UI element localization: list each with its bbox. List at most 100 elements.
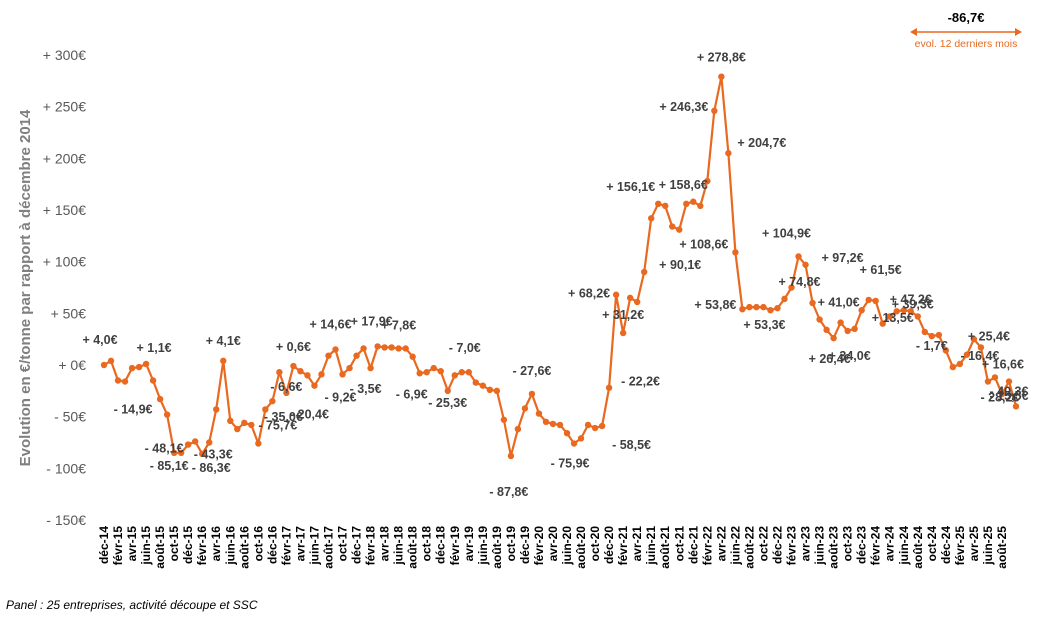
- data-point: [879, 320, 886, 327]
- data-label: - 7,0€: [449, 341, 481, 355]
- y-tick-label: + 200€: [43, 150, 86, 166]
- x-tick-label: juin-15: [139, 526, 153, 566]
- x-tick-label: août-22: [742, 526, 756, 569]
- data-point: [114, 377, 122, 384]
- x-tick-label: avr-15: [125, 526, 139, 562]
- x-tick-label: févr-22: [700, 526, 714, 566]
- x-tick-label: juin-16: [223, 526, 237, 566]
- data-point: [591, 424, 599, 432]
- data-point: [928, 332, 936, 340]
- data-label: - 43,3€: [194, 447, 233, 461]
- evolution-caption: evol. 12 derniers mois: [915, 38, 1018, 50]
- data-point: [640, 268, 648, 276]
- data-point: [423, 369, 430, 376]
- data-point: [605, 384, 613, 391]
- x-tick-label: oct-22: [756, 526, 770, 562]
- data-label: + 156,1€: [606, 180, 655, 194]
- data-point: [290, 362, 297, 370]
- data-point: [192, 438, 199, 445]
- data-point: [416, 370, 423, 377]
- data-point: [311, 382, 318, 389]
- y-tick-label: + 250€: [43, 99, 86, 115]
- data-point: [704, 177, 711, 185]
- data-label: - 9,2€: [325, 390, 357, 404]
- data-point: [984, 378, 992, 385]
- data-label: - 58,5€: [612, 438, 651, 452]
- data-label: + 16,6€: [982, 358, 1024, 372]
- data-label: + 61,5€: [860, 263, 902, 277]
- data-point: [1012, 403, 1020, 410]
- data-point: [262, 406, 269, 413]
- data-point: [802, 261, 809, 268]
- x-tick-label: déc-23: [855, 526, 869, 564]
- x-tick-label: août-21: [658, 526, 672, 569]
- x-tick-label: déc-16: [265, 526, 279, 564]
- y-tick-label: + 300€: [43, 47, 86, 63]
- data-label: + 158,6€: [659, 178, 708, 192]
- data-point: [1005, 378, 1013, 385]
- data-label: - 14,9€: [114, 403, 153, 417]
- data-label: - 15,5€: [990, 389, 1029, 403]
- data-label: - 87,8€: [489, 485, 528, 499]
- x-tick-label: avr-20: [546, 526, 560, 562]
- x-tick-label: oct-23: [841, 526, 855, 562]
- data-point: [346, 364, 353, 372]
- data-point: [479, 382, 487, 389]
- data-point: [486, 386, 494, 393]
- x-tick-label: août-19: [490, 526, 504, 569]
- data-point: [865, 296, 872, 304]
- x-tick-label: oct-20: [588, 526, 602, 562]
- data-point: [732, 249, 739, 256]
- data-point: [149, 377, 157, 384]
- data-label: - 27,6€: [512, 364, 551, 378]
- y-axis-label: Evolution en €/tonne par rapport à décem…: [17, 109, 34, 466]
- data-point: [227, 417, 234, 424]
- x-tick-label: oct-15: [167, 526, 181, 562]
- data-point: [570, 440, 578, 447]
- data-point: [163, 411, 171, 418]
- data-point: [886, 313, 893, 320]
- data-label: - 35,0€: [264, 410, 303, 424]
- data-point: [914, 313, 921, 320]
- x-tick-label: avr-21: [630, 526, 644, 562]
- data-point: [325, 352, 332, 359]
- data-point: [921, 328, 928, 336]
- x-tick-label: déc-24: [939, 526, 953, 564]
- x-tick-label: oct-19: [504, 526, 518, 562]
- data-point: [184, 441, 192, 448]
- data-point: [942, 347, 950, 354]
- data-label: + 31,2€: [602, 308, 644, 322]
- x-tick-label: févr-20: [532, 526, 546, 566]
- data-point: [465, 369, 472, 376]
- data-label: - 85,1€: [150, 459, 189, 473]
- x-tick-label: déc-19: [518, 526, 532, 564]
- data-point: [683, 200, 690, 207]
- footnote: Panel : 25 entreprises, activité découpe…: [6, 598, 258, 612]
- x-tick-label: oct-24: [925, 526, 939, 562]
- data-point: [156, 395, 164, 403]
- data-labels: + 4,0€ + 1,1€ - 14,9€ - 48,1€ - 43,3€ - 85,1€…: [82, 51, 1028, 499]
- data-point: [739, 306, 746, 313]
- x-tick-label: août-25: [995, 526, 1009, 569]
- data-label: + 13,5€: [872, 311, 914, 325]
- data-point: [332, 346, 339, 353]
- data-point: [241, 419, 248, 427]
- data-label: + 4,1€: [206, 334, 241, 348]
- data-point: [255, 440, 262, 447]
- data-label: - 22,2€: [621, 375, 660, 389]
- data-point: [718, 73, 725, 80]
- data-label: + 1,1€: [137, 341, 172, 355]
- data-label: + 246,3€: [659, 100, 708, 114]
- data-points: [100, 73, 1020, 460]
- x-tick-label: juin-18: [392, 526, 406, 566]
- data-point: [577, 435, 585, 442]
- data-point: [500, 416, 508, 423]
- x-tick-label: août-16: [237, 526, 251, 569]
- evolution-box: -86,7€ evol. 12 derniers mois: [910, 10, 1022, 50]
- x-tick-label: août-15: [153, 526, 167, 569]
- data-point: [234, 425, 241, 433]
- y-axis: + 300€ + 250€ + 200€ + 150€ + 100€ + 50€ + 0€ -…: [43, 47, 86, 528]
- y-tick-label: + 150€: [43, 202, 86, 218]
- data-point: [823, 326, 830, 334]
- data-point: [100, 361, 108, 369]
